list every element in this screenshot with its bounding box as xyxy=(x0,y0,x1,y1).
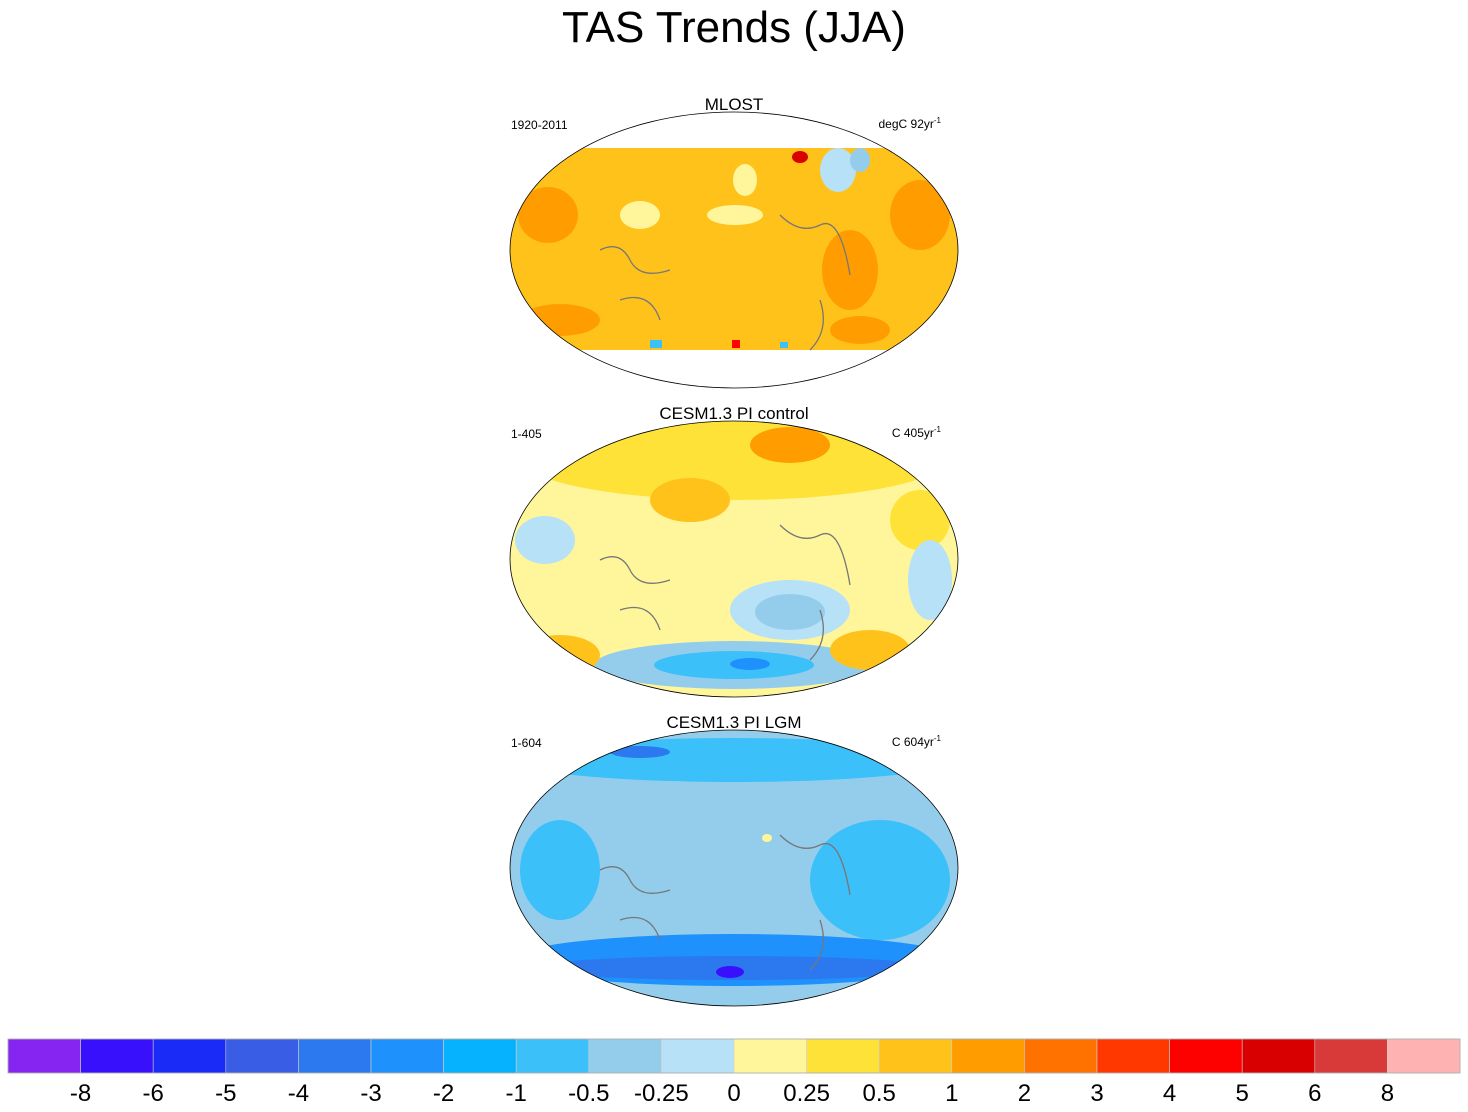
colorbar-box xyxy=(661,1038,735,1074)
panel-period-pi-lgm: 1-604 xyxy=(511,736,542,750)
colorbar-box xyxy=(588,1038,662,1074)
colorbar-box xyxy=(878,1038,953,1074)
colorbar-tick-label: -3 xyxy=(360,1080,382,1107)
colorbar-box xyxy=(515,1038,590,1074)
colorbar-tick-label: -2 xyxy=(432,1080,455,1107)
colorbar-box xyxy=(225,1038,299,1074)
colorbar-tick-label: -0.25 xyxy=(634,1080,689,1107)
colorbar-box xyxy=(7,1038,81,1074)
colorbar-box xyxy=(806,1038,880,1074)
panel-title-pi-control: CESM1.3 PI control xyxy=(659,404,809,423)
colorbar-box xyxy=(370,1038,444,1074)
colorbar-tick-label: 1 xyxy=(945,1080,959,1107)
colorbar-box xyxy=(1169,1038,1243,1074)
colorbar-box xyxy=(80,1038,154,1074)
chart-title: TAS Trends (JJA) xyxy=(562,3,906,52)
panel-title-mlost: MLOST xyxy=(704,95,764,114)
colorbar-tick-label: 6 xyxy=(1308,1080,1322,1107)
colorbar-box xyxy=(1387,1038,1461,1074)
panel-title-pi-lgm: CESM1.3 PI LGM xyxy=(666,713,802,732)
colorbar-box xyxy=(443,1038,517,1074)
panel-units-pi-control: C 405yr-1 xyxy=(891,425,941,440)
colorbar-box xyxy=(951,1038,1025,1074)
panel-pi-lgm-map xyxy=(509,729,959,1007)
colorbar-box xyxy=(1024,1038,1098,1074)
colorbar-tick-label: -0.5 xyxy=(568,1080,610,1107)
colorbar-tick-label: 0.5 xyxy=(862,1080,896,1107)
colorbar-tick-label: -5 xyxy=(215,1080,237,1107)
panel-mlost-map xyxy=(509,111,959,389)
panel-units-mlost: degC 92yr-1 xyxy=(878,116,942,131)
panel-units-pi-lgm: C 604yr-1 xyxy=(891,734,941,749)
colorbar-box xyxy=(1314,1038,1388,1074)
colorbar-tick-label: 5 xyxy=(1235,1080,1249,1107)
colorbar-frame xyxy=(7,1038,1461,1074)
colorbar-box xyxy=(733,1038,807,1074)
colorbar-tick-label: 4 xyxy=(1162,1080,1177,1107)
colorbar-tick-label: -6 xyxy=(142,1080,164,1107)
colorbar-tick-label: 2 xyxy=(1017,1080,1032,1107)
colorbar-tick-label: -8 xyxy=(69,1080,92,1107)
colorbar-tick-label: 0 xyxy=(727,1080,741,1107)
colorbar-box xyxy=(1096,1038,1170,1074)
colorbar-tick-label: -4 xyxy=(287,1080,310,1107)
panel-period-mlost: 1920-2011 xyxy=(511,118,568,132)
colorbar-tick-label: -1 xyxy=(505,1080,527,1107)
colorbar-tick-label: 8 xyxy=(1380,1080,1395,1107)
colorbar-tick-label: 3 xyxy=(1090,1080,1104,1107)
colorbar-box xyxy=(298,1038,372,1074)
colorbar-box xyxy=(1241,1038,1316,1074)
panel-period-pi-control: 1-405 xyxy=(511,427,542,441)
panel-pi-control-map xyxy=(509,420,959,698)
colorbar xyxy=(7,1038,1461,1074)
colorbar-box xyxy=(152,1038,227,1074)
colorbar-tick-label: 0.25 xyxy=(783,1080,830,1107)
